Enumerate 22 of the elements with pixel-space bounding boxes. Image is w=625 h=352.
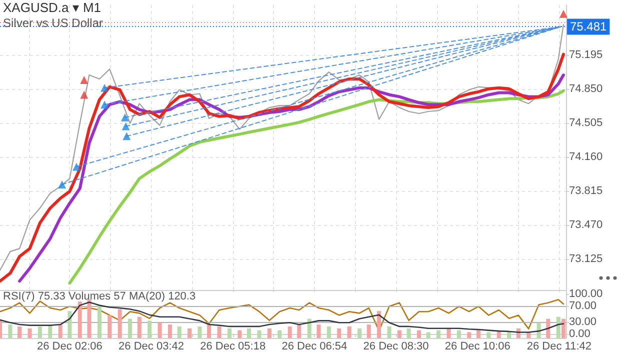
x-tick-label: 26 Dec 03:42 bbox=[118, 340, 184, 352]
y-tick-label: 30.00 bbox=[569, 316, 597, 328]
y-tick-label: 75.195 bbox=[569, 48, 603, 61]
x-tick-label: 26 Dec 08:30 bbox=[363, 340, 429, 352]
y-tick-label: 73.470 bbox=[569, 218, 603, 231]
text: Silver vs US Dollar bbox=[3, 16, 104, 30]
y-tick-label: 74.505 bbox=[569, 116, 603, 129]
x-tick-label: 26 Dec 02:06 bbox=[36, 340, 102, 352]
chart-title: RSI(7) 75.33 Volumes 57 MA(20) 120.3 bbox=[3, 290, 196, 302]
y-tick-label: 73.815 bbox=[569, 184, 603, 197]
y-tick-label: 73.125 bbox=[569, 252, 603, 265]
x-tick-label: 26 Dec 11:42 bbox=[526, 340, 592, 352]
x-tick-label: 26 Dec 10:06 bbox=[444, 340, 510, 352]
y-tick-label: 70.00 bbox=[569, 300, 597, 312]
x-tick-label: 26 Dec 05:18 bbox=[200, 340, 266, 352]
chart-title: XAGUSD.a ▾ M1 bbox=[3, 0, 102, 15]
y-tick-label: 0.00 bbox=[569, 328, 590, 340]
y-tick-label: 100.00 bbox=[569, 288, 603, 300]
ref-line-label: 75.481 bbox=[570, 20, 608, 34]
y-tick-label: 74.850 bbox=[569, 82, 603, 95]
y-tick-label: 74.160 bbox=[569, 150, 603, 163]
x-tick-label: 26 Dec 06:54 bbox=[282, 340, 348, 352]
